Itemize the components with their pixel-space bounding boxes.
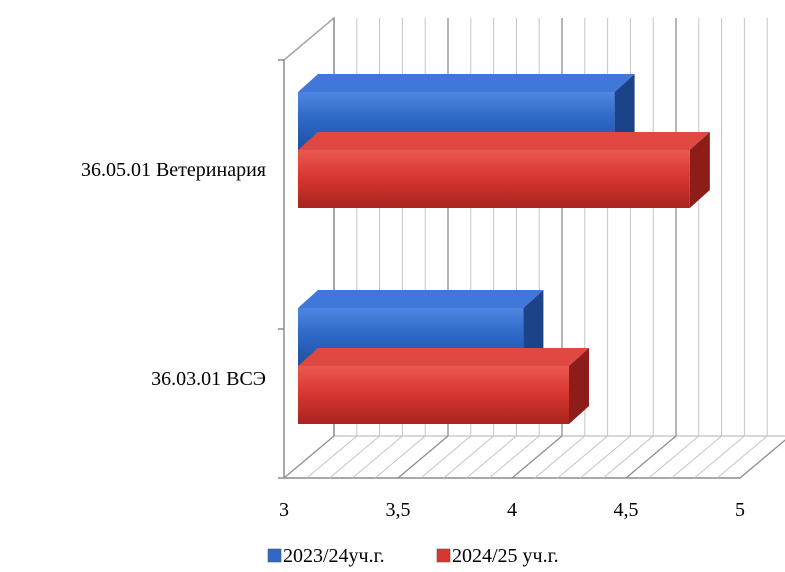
floor-grid-line	[306, 435, 358, 479]
floor-grid-line	[329, 435, 380, 479]
floor-grid-line	[352, 435, 403, 479]
legend-swatch	[267, 548, 282, 563]
floor-grid-line	[694, 435, 745, 479]
bar-series-2-veterinaria	[298, 132, 710, 208]
floor-grid-line	[534, 435, 586, 479]
bars	[298, 74, 710, 424]
x-tick-label: 3,5	[386, 499, 411, 521]
floor-grid-line	[511, 435, 563, 479]
bar-side-face	[614, 74, 635, 150]
legend: 2023/24уч.г. 2024/25 уч.г.	[267, 545, 559, 567]
floor-grid-line	[671, 435, 722, 479]
floor-grid-line	[648, 435, 700, 479]
floor-grid-line	[557, 435, 608, 479]
floor-grid-line	[625, 435, 677, 479]
x-tick-label: 3	[279, 499, 289, 521]
x-tick-label: 4	[507, 499, 517, 521]
legend-label: 2023/24уч.г.	[283, 545, 385, 567]
floor-grid-line	[716, 435, 768, 479]
floor-grid-line	[466, 435, 517, 479]
floor-grid-line	[443, 435, 494, 479]
floor-grid-line	[283, 435, 335, 479]
floor-grid-line	[602, 435, 654, 479]
category-label: 36.05.01 Ветеринария	[81, 159, 266, 181]
x-tick-label: 4,5	[614, 499, 639, 521]
x-tick-labels: 3 3,5 4 4,5 5	[279, 499, 745, 521]
bar-front-face	[298, 150, 690, 208]
floor-grid-line	[739, 439, 785, 479]
bar-series-2-vse	[298, 348, 589, 424]
floor-grid-line	[488, 435, 540, 479]
bar-top-face	[298, 132, 710, 150]
bar-front-face	[298, 366, 569, 424]
floor-grid-line	[580, 435, 631, 479]
bar-side-face	[689, 132, 710, 208]
floor-grid-line	[420, 435, 472, 479]
bar-top-face	[298, 290, 544, 308]
bar-top-face	[298, 74, 635, 92]
bar-side-face	[523, 290, 544, 366]
floor-grid-line	[374, 435, 426, 479]
floor-grid-line	[397, 435, 449, 479]
category-label: 36.03.01 ВСЭ	[151, 368, 266, 390]
category-labels: 36.05.01 Ветеринария 36.03.01 ВСЭ	[81, 159, 266, 390]
x-tick-label: 5	[735, 499, 745, 521]
legend-label: 2024/25 уч.г.	[452, 545, 559, 567]
bar-top-face	[298, 348, 589, 366]
legend-swatch	[436, 548, 451, 563]
bar-side-face	[569, 348, 589, 424]
